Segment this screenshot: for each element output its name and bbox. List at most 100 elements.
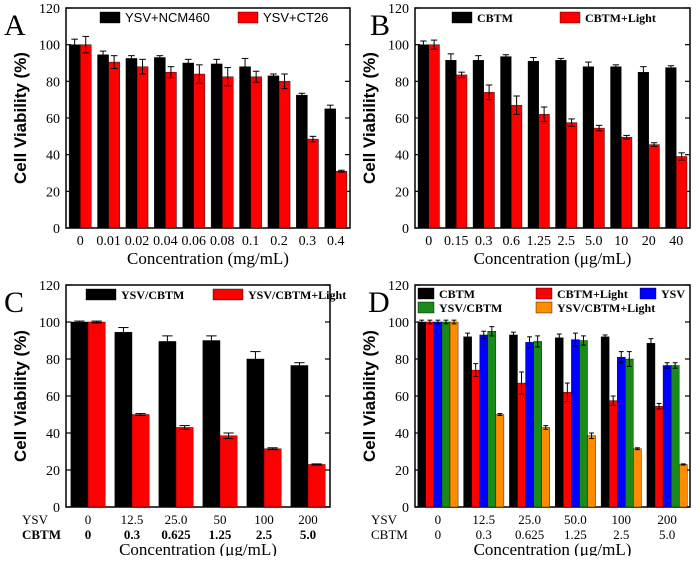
y-tick-label: 80 (46, 75, 60, 90)
x-row-label-cbtm: CBTM (22, 527, 61, 542)
bar-cbtm (646, 343, 656, 508)
bar-ysv-ncm460 (97, 54, 109, 229)
bar-cbtm-light (593, 127, 605, 229)
x-tick-label-cbtm: 0 (85, 527, 92, 542)
bar-cbtm-light (654, 405, 664, 508)
chart-panel-B: B 0 20 40 60 80 100 120 Cell Viability (%) 0 0.15 0… (360, 2, 691, 268)
legend-label: YSV/CBTM (439, 301, 502, 315)
y-tick-label: 80 (395, 353, 409, 368)
bar-ysv-ncm460 (296, 94, 308, 229)
x-tick-label: 0.15 (444, 234, 469, 249)
x-tick-label-ysv: 0 (435, 512, 442, 527)
bar-ysv-ncm460 (182, 62, 194, 229)
bar-ysv-ncm460 (267, 75, 280, 229)
legend-label: YSV+NCM460 (125, 10, 210, 25)
panel-letter: A (4, 9, 26, 42)
x-tick-label: 0 (425, 234, 432, 249)
bar-ysv-cbtm (70, 321, 89, 508)
legend-swatch (99, 11, 121, 24)
bar-cbtm (500, 56, 512, 229)
bar-cbtm-light (648, 144, 660, 229)
legend-swatch (237, 11, 259, 24)
x-tick-label: 5.0 (585, 234, 603, 249)
bar-cbtm (472, 60, 484, 229)
bar-ysv-cbtm (246, 358, 265, 508)
y-tick-label: 20 (46, 185, 60, 200)
legend-label: YSV/CBTM+Light (557, 301, 655, 315)
legend-label: CBTM (439, 287, 475, 301)
bar-ysv (479, 334, 488, 508)
y-tick-label: 40 (46, 149, 60, 164)
bar-ysv-cbtm-light (219, 435, 238, 508)
bar-ysv (525, 342, 534, 508)
legend-label: CBTM+Light (585, 11, 656, 25)
panel-letter: B (370, 9, 390, 42)
bar-cbtm-light (538, 114, 550, 229)
panel-letter: C (4, 286, 24, 319)
chart-panel-A: A 0 20 40 60 80 100 120 Cell Viability (%) 0 0.01 0… (4, 2, 351, 268)
bar-ysv-cbtm-light (175, 427, 194, 508)
bar-ysv-cbtm-light (541, 427, 550, 508)
bar-ysv-cbtm (114, 331, 133, 508)
bar-ysv (617, 356, 626, 508)
bar-ysv-cbtm (670, 365, 680, 508)
bar-ysv-cbtm-light (449, 321, 459, 508)
bar-ysv-ncm460 (239, 66, 251, 229)
bar-cbtm-light (511, 104, 523, 229)
bar-ysv-cbtm-light (131, 414, 150, 508)
bar-cbtm-light (608, 400, 618, 508)
bar-cbtm (463, 336, 472, 508)
y-tick-label: 100 (388, 39, 409, 54)
legend-label: YSV+CT26 (263, 10, 328, 25)
x-row-label-cbtm: CBTM (371, 527, 408, 542)
legend-swatch (535, 287, 553, 300)
bar-cbtm-light (456, 74, 468, 229)
y-tick-label: 40 (46, 427, 60, 442)
x-tick-label-cbtm: 5.0 (659, 527, 675, 542)
y-tick-label: 0 (53, 501, 60, 516)
bar-cbtm-light (471, 369, 480, 508)
x-axis-label: Concentration (mg/mL) (127, 249, 289, 268)
y-tick-label: 120 (39, 2, 60, 17)
y-tick-label: 20 (395, 464, 409, 479)
bar-ysv-cbtm (290, 365, 309, 508)
legend-label: YSV (661, 287, 685, 301)
x-tick-label-ysv: 200 (298, 512, 318, 527)
plot-frame (65, 284, 331, 508)
y-tick-label: 0 (53, 222, 60, 237)
bar-ysv-ct26 (307, 138, 319, 229)
bar-ysv-cbtm-light (587, 435, 596, 508)
bar-ysv-ct26 (278, 81, 291, 229)
x-tick-label: 0.02 (125, 234, 150, 249)
x-axis-label: Concentration (μg/mL) (474, 249, 632, 268)
y-tick-label: 20 (395, 185, 409, 200)
y-tick-label: 40 (395, 149, 409, 164)
bar-ysv-ncm460 (154, 57, 166, 229)
y-axis-label: Cell Viability (%) (11, 52, 30, 184)
y-axis-label: Cell Viability (%) (360, 330, 379, 462)
bar-cbtm (417, 321, 427, 508)
bar-ysv-cbtm (579, 340, 588, 508)
y-tick-label: 0 (402, 222, 409, 237)
x-tick-label-cbtm: 0.625 (161, 527, 191, 542)
bar-cbtm (582, 66, 594, 229)
x-tick-label-cbtm: 0.3 (476, 527, 492, 542)
bar-ysv (662, 365, 672, 508)
x-tick-label-ysv: 12.5 (121, 512, 144, 527)
x-tick-label: 20 (642, 234, 656, 249)
x-tick-label-ysv: 25.0 (518, 512, 541, 527)
x-tick-label: 0.01 (96, 234, 121, 249)
bar-cbtm (600, 336, 610, 508)
y-tick-label: 0 (402, 501, 409, 516)
y-tick-label: 100 (39, 316, 60, 331)
bar-cbtm-light (676, 156, 688, 229)
bar-cbtm-light (563, 392, 572, 508)
x-tick-label: 0.1 (242, 234, 260, 249)
bar-cbtm (445, 60, 457, 229)
bar-cbtm-light (517, 382, 526, 508)
legend-swatch (212, 288, 244, 301)
bar-ysv-cbtm-light (263, 448, 282, 508)
bar-ysv-ct26 (193, 73, 206, 229)
bar-ysv-cbtm-light (678, 464, 688, 508)
